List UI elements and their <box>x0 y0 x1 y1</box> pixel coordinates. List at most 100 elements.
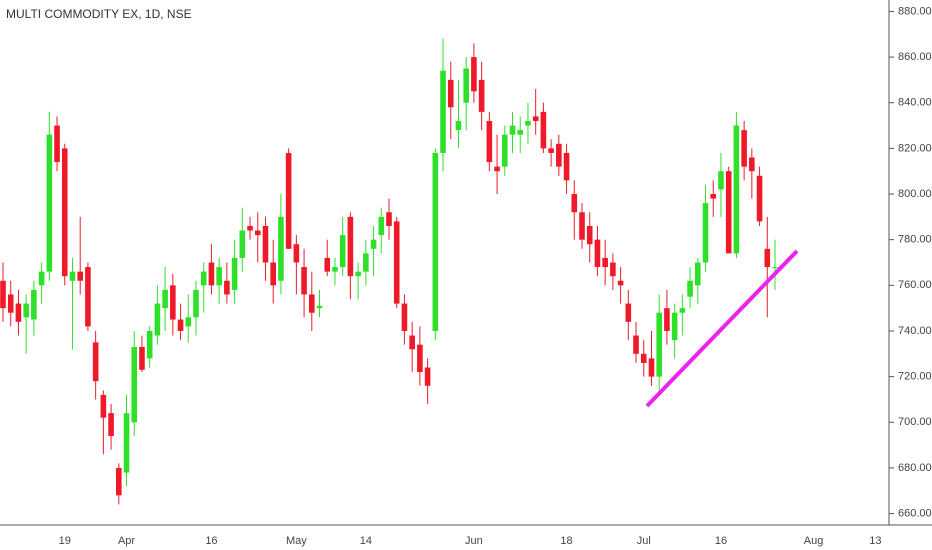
candle-body <box>756 175 763 222</box>
candle-body <box>347 216 354 277</box>
candle-body <box>247 225 253 231</box>
candle-body <box>131 346 138 423</box>
candle-body <box>401 303 408 331</box>
x-tick-label: 13 <box>869 535 881 547</box>
candle-body <box>548 148 554 153</box>
candle-body <box>733 125 740 254</box>
candle-body <box>363 253 369 272</box>
candle-body <box>208 262 215 286</box>
candle-body <box>0 280 6 309</box>
candle-body <box>478 79 485 112</box>
candle-body <box>146 330 153 359</box>
candle-body <box>494 166 500 172</box>
y-tick-label: 860.00 <box>898 51 932 63</box>
x-tick-label: 18 <box>560 535 572 547</box>
candle-body <box>324 257 331 272</box>
candle-body <box>7 294 14 313</box>
y-tick-label: 680.00 <box>898 462 932 474</box>
x-tick-label: May <box>286 535 307 547</box>
candle-body <box>417 344 423 373</box>
candle-body <box>278 216 284 281</box>
candle-body <box>370 239 377 249</box>
candle-body <box>471 57 477 92</box>
x-tick-label: Aug <box>804 535 824 547</box>
candle-body <box>309 294 315 313</box>
candle-body <box>46 134 53 272</box>
candle-body <box>617 280 624 286</box>
candle-body <box>301 267 307 295</box>
candle-body <box>170 285 176 320</box>
x-tick-label: 14 <box>360 535 372 547</box>
candle-body <box>687 280 693 297</box>
candle-body <box>386 212 392 226</box>
candle-body <box>61 148 68 277</box>
candle-body <box>139 346 145 370</box>
candle-body <box>15 303 22 322</box>
candle-body <box>123 413 130 473</box>
candle-body <box>602 257 608 268</box>
candle-body <box>640 353 647 363</box>
y-tick-label: 700.00 <box>898 416 932 428</box>
candle-body <box>586 225 593 245</box>
candle-body <box>239 230 246 258</box>
candle-body <box>594 239 601 268</box>
candle-body <box>193 289 199 318</box>
candle-body <box>610 262 616 277</box>
candle-body <box>764 248 771 268</box>
candle-body <box>648 358 655 377</box>
candle-body <box>509 125 516 135</box>
candle-body <box>177 319 184 331</box>
candle-body <box>38 271 45 286</box>
candle-body <box>185 317 192 327</box>
y-tick-label: 840.00 <box>898 97 932 109</box>
candle-body <box>355 271 361 277</box>
candle-body <box>664 308 670 331</box>
candle-body <box>525 120 531 126</box>
candle-body <box>31 289 37 320</box>
candle-body <box>725 171 732 254</box>
y-tick-label: 660.00 <box>898 507 932 519</box>
candle-body <box>100 394 107 418</box>
x-tick-label: Jul <box>637 535 651 547</box>
candle-body <box>332 267 338 272</box>
candle-body <box>108 413 114 436</box>
candle-body <box>54 125 60 163</box>
candle-body <box>432 152 439 331</box>
candle-body <box>749 157 755 172</box>
candle-body <box>571 194 578 213</box>
candle-body <box>710 194 717 199</box>
candle-body <box>409 335 415 350</box>
y-tick-label: 800.00 <box>898 188 932 200</box>
y-tick-label: 760.00 <box>898 279 932 291</box>
candle-body <box>702 203 709 263</box>
candle-body <box>85 267 91 327</box>
candle-body <box>200 271 207 286</box>
candle-body <box>718 171 724 190</box>
candle-body <box>69 271 76 281</box>
candle-body <box>224 280 230 295</box>
candle-body <box>540 111 547 149</box>
candle-body <box>162 289 168 309</box>
candle-body <box>77 271 83 281</box>
candle-body <box>579 212 585 240</box>
x-tick-label: 19 <box>59 535 71 547</box>
trend-line <box>645 249 799 408</box>
x-tick-label: Apr <box>118 535 135 547</box>
x-tick-label: Jun <box>465 535 483 547</box>
candle-body <box>563 152 570 181</box>
candle-body <box>532 116 539 121</box>
candle-body <box>455 120 462 131</box>
candle-body <box>656 312 662 377</box>
candle-body <box>23 303 29 318</box>
candle-body <box>92 342 99 382</box>
y-tick-label: 780.00 <box>898 234 932 246</box>
y-tick-label: 880.00 <box>898 5 932 17</box>
candle-body <box>486 120 493 163</box>
candle-body <box>424 367 431 386</box>
candle-body <box>378 216 385 236</box>
candle-body <box>625 303 632 322</box>
x-tick-label: 16 <box>205 535 217 547</box>
candle-body <box>231 257 238 290</box>
y-tick-label: 740.00 <box>898 325 932 337</box>
candle-body <box>216 267 222 286</box>
